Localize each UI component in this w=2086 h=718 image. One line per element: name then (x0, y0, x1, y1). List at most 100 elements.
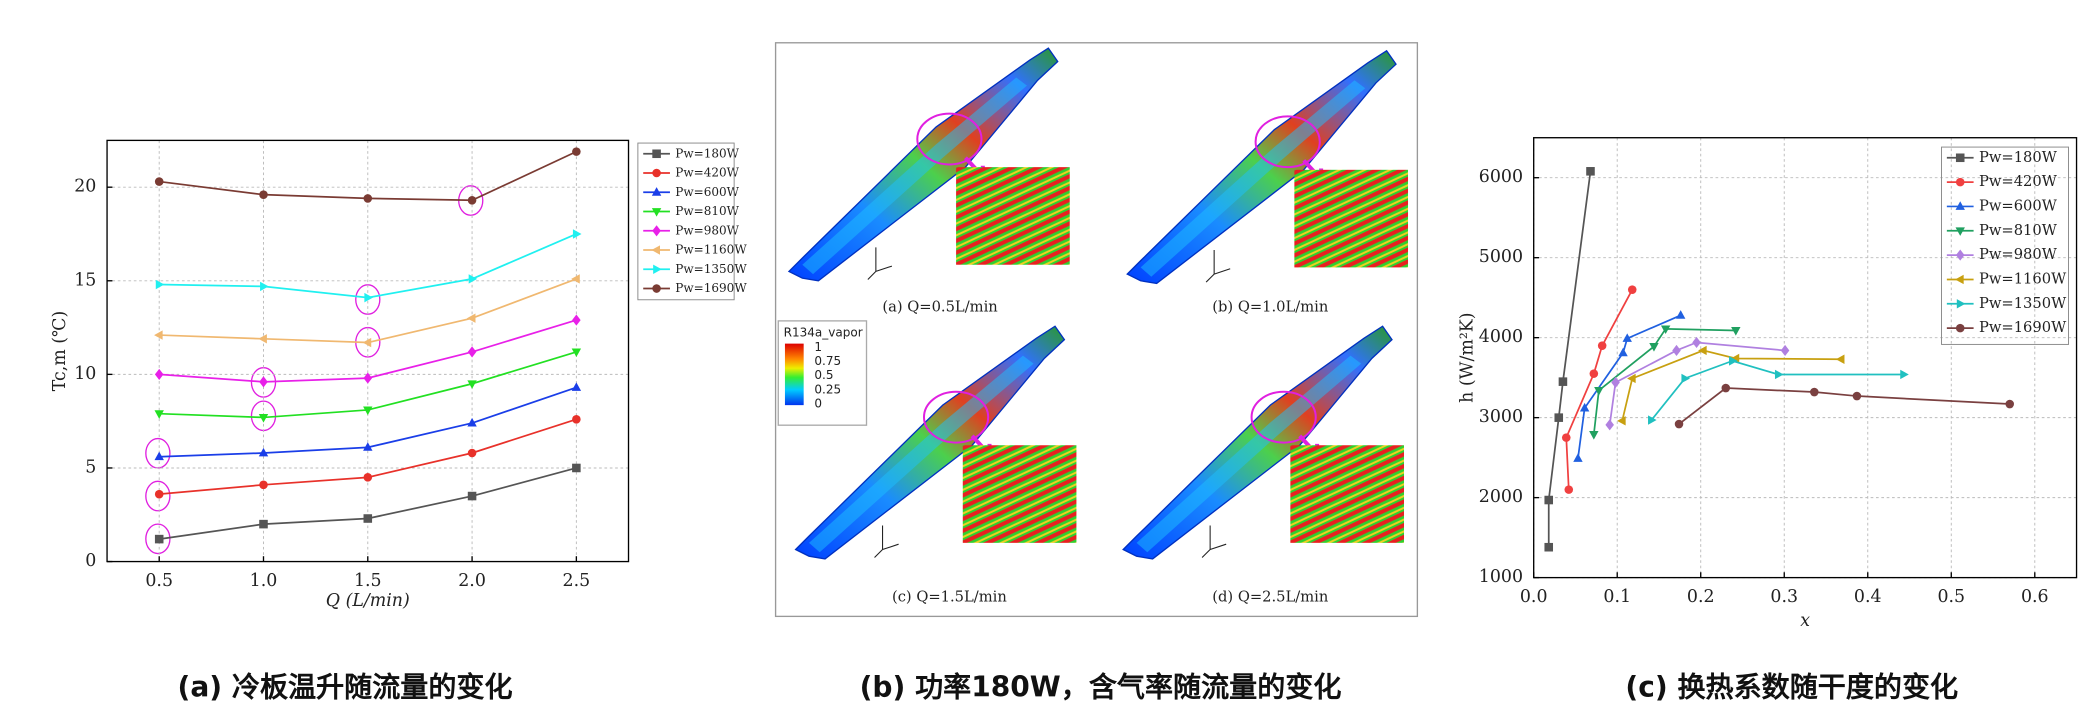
legend-marker (1955, 201, 1965, 210)
legend-marker (652, 168, 661, 178)
legend-frame (1941, 146, 2069, 345)
marker (155, 279, 165, 290)
legend-marker (652, 149, 661, 159)
marker (363, 372, 373, 384)
legend-label: Pw=600W (675, 185, 739, 199)
marker (1648, 415, 1657, 425)
x-tick-label: 0.0 (1520, 587, 1548, 607)
marker (1617, 416, 1626, 426)
y-tick-label: 0 (85, 551, 96, 571)
line (1678, 387, 2010, 425)
legend-label: Pw=810W (675, 204, 739, 218)
marker (1622, 333, 1632, 342)
x-tick-label: 0.3 (1770, 587, 1798, 607)
caption: (c) Q=1.5L/min (892, 589, 1007, 606)
colorbar-tick-label: 0.75 (814, 354, 841, 368)
x-tick-label: 2.0 (458, 571, 486, 591)
marker (363, 473, 373, 482)
marker (258, 447, 269, 457)
legend-marker (1955, 227, 1965, 236)
plot-frame (1533, 137, 2078, 579)
legend-marker (652, 225, 661, 237)
x-tick-label: 2.5 (563, 571, 591, 591)
panel-title: (b) 功率180W，含气率随流量的变化 (860, 671, 1342, 704)
marker (571, 348, 582, 358)
legend-marker (1956, 299, 1966, 309)
y-tick-label: 4000 (1479, 327, 1523, 347)
marker (467, 417, 477, 427)
marker (468, 274, 478, 284)
x-tick-label: 0.6 (2021, 587, 2049, 607)
legend-label: Pw=1350W (675, 262, 747, 276)
legend-marker (651, 208, 662, 217)
marker (1544, 542, 1554, 552)
marker (1611, 376, 1620, 389)
marker (1681, 373, 1690, 384)
legend-marker (653, 264, 662, 274)
y-tick-label: 5000 (1479, 247, 1523, 267)
y-tick-label: 3000 (1479, 407, 1523, 427)
x-axis-label: Q (L/min) (326, 591, 410, 611)
caption: (a) Q=0.5L/min (882, 299, 998, 316)
legend-label: Pw=1350W (1979, 295, 2067, 312)
marker (154, 534, 164, 544)
marker (572, 314, 581, 326)
legend-label: Pw=810W (1979, 222, 2058, 239)
marker (1649, 343, 1659, 352)
legend-label: Pw=1160W (1979, 270, 2067, 287)
marker (1780, 344, 1790, 357)
marker (1698, 345, 1707, 356)
marker (259, 376, 268, 388)
marker (571, 274, 580, 284)
y-tick-label: 10 (74, 364, 96, 384)
legend-label: Pw=1690W (1979, 319, 2067, 336)
marker (1810, 387, 1819, 397)
marker (572, 229, 582, 239)
marker (1594, 387, 1604, 396)
marker (154, 368, 164, 380)
marker (572, 147, 581, 156)
marker (1573, 453, 1583, 462)
legend-marker (1955, 323, 1965, 333)
legend-label: Pw=420W (675, 166, 739, 180)
panel-title: (c) 换热系数随干度的变化 (1625, 671, 1958, 704)
marker (1586, 167, 1595, 176)
x-tick-label: 0.2 (1687, 587, 1715, 607)
colorbar (784, 343, 804, 406)
marker (259, 190, 268, 199)
marker (1692, 336, 1701, 349)
legend-marker (651, 187, 662, 196)
marker (363, 194, 373, 203)
colorbar-tick-label: 0.25 (814, 382, 841, 396)
x-axis-label: x (1800, 611, 1810, 631)
x-tick-label: 0.1 (1603, 587, 1631, 607)
marker (2005, 399, 2015, 409)
panel-title: (a) 冷板温升随流量的变化 (178, 671, 513, 704)
x-tick-label: 0.5 (145, 571, 173, 591)
marker (154, 410, 164, 419)
marker (1589, 369, 1599, 378)
marker (154, 489, 164, 499)
marker (154, 330, 163, 340)
legend-marker (651, 245, 661, 255)
colorbar-tick-label: 0.5 (814, 368, 833, 382)
marker (363, 406, 373, 416)
marker (572, 415, 581, 424)
marker (1558, 377, 1568, 386)
legend-label: Pw=420W (1979, 173, 2058, 190)
caption: (d) Q=2.5L/min (1212, 589, 1329, 606)
legend-marker (1955, 177, 1965, 187)
marker (1564, 485, 1574, 494)
legend-marker (652, 284, 661, 293)
legend-label: Pw=1160W (675, 243, 747, 257)
legend-label: Pw=980W (1979, 246, 2058, 263)
y-tick-label: 15 (74, 270, 96, 290)
marker (258, 334, 267, 344)
y-axis-label: h (W/m²K) (1458, 312, 1478, 402)
line (1608, 341, 1786, 425)
cfd-image (789, 48, 1070, 281)
highlight (145, 480, 171, 512)
caption: (b) Q=1.0L/min (1212, 299, 1329, 316)
legend-marker (1955, 274, 1964, 285)
marker (362, 337, 372, 348)
